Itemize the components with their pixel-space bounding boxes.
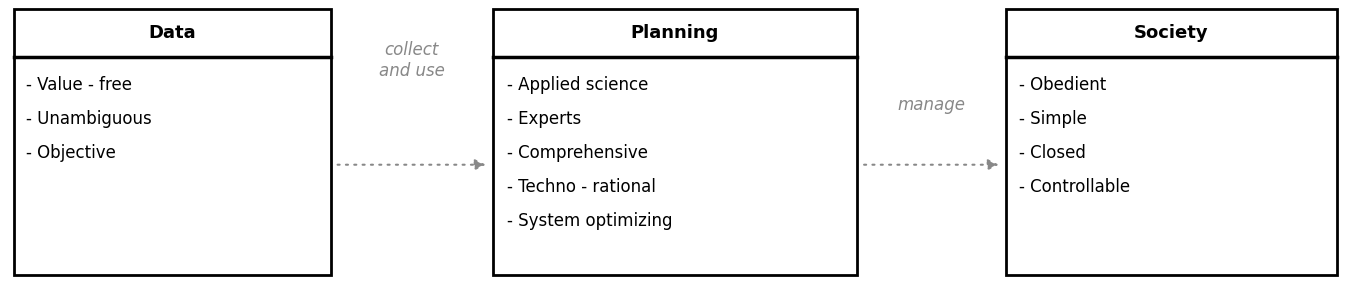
Text: manage: manage	[898, 96, 965, 114]
Text: - Objective: - Objective	[26, 144, 116, 162]
Bar	[493, 9, 857, 275]
Text: - Value - free: - Value - free	[26, 76, 132, 94]
Text: - Applied science: - Applied science	[508, 76, 649, 94]
Bar	[1006, 9, 1336, 275]
Text: - Closed: - Closed	[1019, 144, 1085, 162]
Text: - Obedient: - Obedient	[1019, 76, 1106, 94]
Text: - Techno - rational: - Techno - rational	[508, 178, 656, 196]
Text: collect
and use: collect and use	[379, 41, 444, 80]
Text: - Comprehensive: - Comprehensive	[508, 144, 648, 162]
Text: - System optimizing: - System optimizing	[508, 212, 672, 230]
Text: - Unambiguous: - Unambiguous	[26, 110, 153, 128]
Text: - Experts: - Experts	[508, 110, 582, 128]
Text: Planning: Planning	[630, 24, 720, 41]
Text: - Simple: - Simple	[1019, 110, 1087, 128]
Text: Data: Data	[148, 24, 196, 41]
Text: Society: Society	[1134, 24, 1208, 41]
Text: - Controllable: - Controllable	[1019, 178, 1130, 196]
Bar	[14, 9, 331, 275]
